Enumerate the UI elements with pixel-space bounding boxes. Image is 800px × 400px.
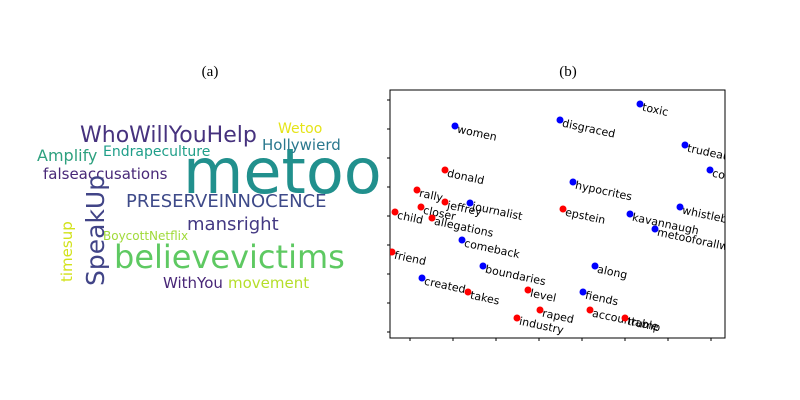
axis-ticks xyxy=(387,99,712,341)
word: BoycottNetflix xyxy=(103,229,188,243)
word: WithYou xyxy=(163,274,223,292)
point-label: friend xyxy=(393,249,427,268)
point-label: metooforallwomen xyxy=(656,226,760,260)
point xyxy=(559,205,567,213)
point xyxy=(513,314,521,322)
point-label: journalist xyxy=(470,200,524,224)
word: SpeakUp xyxy=(81,175,110,286)
point-label: created xyxy=(423,275,467,296)
point-label: comeback xyxy=(463,237,521,262)
point-label: disgraced xyxy=(561,117,616,141)
word: WhoWillYouHelp xyxy=(80,123,257,148)
word: Amplify xyxy=(37,146,97,165)
point xyxy=(706,166,714,174)
point xyxy=(479,262,487,270)
point xyxy=(466,199,474,207)
point-label: donald xyxy=(446,167,485,188)
point xyxy=(681,141,689,149)
point-label: women xyxy=(456,123,498,144)
point-label: trump xyxy=(626,315,661,335)
point xyxy=(651,225,659,233)
word: PRESERVEINNOCENCE xyxy=(126,191,327,212)
point xyxy=(458,236,466,244)
point-label: trudeaumust xyxy=(686,142,759,170)
word: timesup xyxy=(58,221,76,282)
point-label: epstein xyxy=(564,206,606,227)
point xyxy=(556,116,564,124)
point-label: along xyxy=(596,263,629,282)
point-label: hypocrites xyxy=(574,179,633,204)
word: mansright xyxy=(187,214,279,235)
point xyxy=(428,214,436,222)
point xyxy=(626,210,634,218)
point xyxy=(591,262,599,270)
point-label: boundaries xyxy=(484,263,547,289)
word: movement xyxy=(228,274,309,292)
point xyxy=(441,166,449,174)
point xyxy=(413,186,421,194)
point-label: rally xyxy=(418,187,445,205)
point xyxy=(418,274,426,282)
word: Wetoo xyxy=(278,121,322,137)
plot-frame xyxy=(389,89,726,339)
point xyxy=(586,306,594,314)
panel-label: (b) xyxy=(559,64,577,80)
point-label: takes xyxy=(469,289,501,308)
point xyxy=(579,288,587,296)
point-label: level xyxy=(529,287,557,305)
point xyxy=(676,203,684,211)
word: metoo xyxy=(183,135,382,208)
point xyxy=(451,122,459,130)
point-label: concerns xyxy=(711,167,762,190)
point xyxy=(390,248,396,256)
point xyxy=(417,203,425,211)
point xyxy=(464,288,472,296)
point xyxy=(536,306,544,314)
point xyxy=(524,286,532,294)
point xyxy=(391,208,399,216)
point xyxy=(441,198,449,206)
point xyxy=(569,178,577,186)
point-label: allegations xyxy=(433,215,495,240)
word: Hollywierd xyxy=(262,136,341,154)
point-label: child xyxy=(396,209,424,227)
word: Endrapeculture xyxy=(103,144,210,160)
point xyxy=(621,314,629,322)
point xyxy=(636,100,644,108)
point-label: toxic xyxy=(641,101,669,119)
point-label: fiends xyxy=(584,289,620,309)
word: falseaccusations xyxy=(43,165,168,183)
word: believevictims xyxy=(114,238,345,276)
panel-label: (a) xyxy=(202,64,219,80)
